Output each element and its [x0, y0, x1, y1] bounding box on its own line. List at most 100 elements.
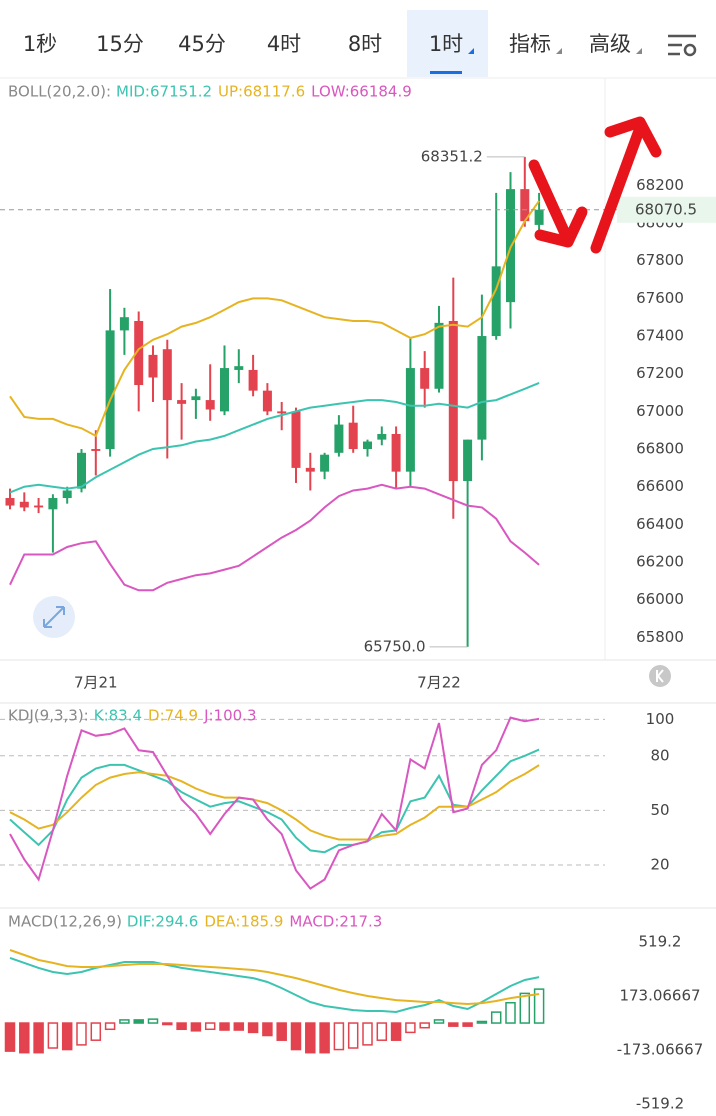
indicator-line: [9, 381, 540, 494]
candle-body: [105, 330, 115, 450]
macd-bar: [162, 1022, 173, 1026]
y-tick-label: 80: [650, 746, 669, 764]
y-tick-label: 100: [646, 710, 675, 728]
indicator-line: [9, 716, 540, 890]
macd-bar: [190, 1022, 202, 1032]
tab[interactable]: 45分: [178, 32, 226, 56]
y-tick-label: 66600: [636, 477, 684, 495]
settings-icon[interactable]: [668, 34, 697, 57]
macd-bar: [290, 1022, 302, 1051]
candle-body: [191, 396, 201, 401]
macd-bar: [104, 1022, 116, 1031]
y-tick-label: 66400: [636, 515, 684, 533]
y-tick-label: -519.2: [636, 1095, 684, 1112]
candle-body: [434, 322, 444, 389]
macd-bar: [347, 1022, 359, 1049]
y-tick-label: 67400: [636, 327, 684, 345]
candle-body: [177, 400, 187, 404]
legend-entry: MACD:217.3: [289, 913, 382, 931]
candle-body: [5, 498, 15, 506]
candle-body: [377, 433, 387, 440]
macd-bar: [433, 1019, 445, 1024]
candle-body: [134, 320, 144, 386]
macd-bar: [147, 1018, 159, 1024]
macd-bar: [319, 1022, 330, 1054]
dropdown-caret: [636, 48, 642, 54]
macd-bar: [90, 1022, 102, 1041]
candle-body: [391, 433, 401, 472]
macd-bar: [4, 1022, 16, 1052]
macd-bar: [133, 1019, 144, 1024]
legend-entry: D:74.9: [148, 707, 198, 725]
candle-body: [262, 390, 272, 412]
y-tick-label: 50: [650, 801, 669, 819]
last-price-box: [617, 196, 716, 223]
macd-bar: [204, 1022, 216, 1031]
candle-body: [348, 422, 358, 450]
macd-bar: [533, 988, 545, 1024]
candle-body: [277, 411, 287, 414]
legend-entry: UP:68117.6: [218, 83, 305, 101]
candle-body: [19, 501, 29, 508]
expand-icon[interactable]: [33, 596, 75, 638]
dropdown-caret: [468, 48, 474, 54]
macd-bar: [390, 1022, 402, 1041]
candle-body: [148, 354, 158, 378]
macd-bar: [233, 1022, 245, 1031]
tab[interactable]: 指标: [509, 32, 551, 56]
candle-body: [248, 369, 258, 391]
candle-body: [220, 368, 229, 412]
indicator-label: BOLL(20,2.0):: [8, 83, 111, 101]
candle-body: [77, 452, 86, 489]
macd-bar: [490, 1011, 502, 1024]
candle-body: [162, 349, 172, 401]
last-price-label: 68070.5: [635, 200, 697, 218]
x-tick-label: 7月21: [74, 674, 118, 692]
macd-bar: [505, 1001, 516, 1024]
tab[interactable]: 8时: [348, 32, 382, 56]
tab[interactable]: 1时: [429, 32, 463, 56]
macd-bar: [419, 1022, 430, 1029]
candle-body: [62, 490, 72, 499]
candle-body: [491, 266, 501, 337]
candle-body: [34, 505, 44, 508]
macd-bar: [405, 1022, 416, 1034]
annotation-arrows: [528, 116, 662, 254]
macd-bar: [219, 1022, 230, 1031]
legend-entry: MID:67151.2: [116, 83, 212, 101]
y-tick-label: 68200: [636, 176, 684, 194]
x-tick-label: 7月22: [417, 674, 461, 692]
collapse-icon[interactable]: [649, 665, 671, 687]
macd-bar: [448, 1022, 459, 1027]
tab[interactable]: 高级: [589, 32, 631, 56]
macd-bar: [47, 1022, 59, 1049]
tab[interactable]: 4时: [267, 32, 301, 56]
y-tick-label: 65800: [636, 628, 684, 646]
macd-bar: [61, 1022, 73, 1051]
macd-bar: [476, 1020, 488, 1024]
macd-bar: [176, 1022, 187, 1031]
y-tick-label: 66000: [636, 590, 684, 608]
legend-entry: LOW:66184.9: [311, 83, 412, 101]
candle-body: [334, 424, 344, 453]
candle-body: [48, 498, 58, 510]
plot: 6820068000678006760067400672006700066800…: [0, 83, 716, 1113]
macd-bar: [519, 992, 531, 1024]
candle-body: [291, 411, 301, 468]
candle-body: [119, 317, 129, 331]
macd-bar: [19, 1022, 30, 1054]
macd-bar: [76, 1022, 87, 1046]
macd-bar: [119, 1019, 130, 1024]
macd-bar: [462, 1022, 473, 1027]
y-tick-label: 67000: [636, 402, 684, 420]
tab[interactable]: 1秒: [23, 32, 57, 56]
candle-body: [205, 400, 215, 410]
y-tick-label: 66800: [636, 440, 684, 458]
y-tick-label: -173.06667: [617, 1041, 704, 1059]
tab[interactable]: 15分: [96, 32, 144, 56]
legend-entry: DEA:185.9: [204, 913, 283, 931]
macd-bar: [247, 1022, 259, 1034]
macd-bar: [262, 1022, 273, 1037]
